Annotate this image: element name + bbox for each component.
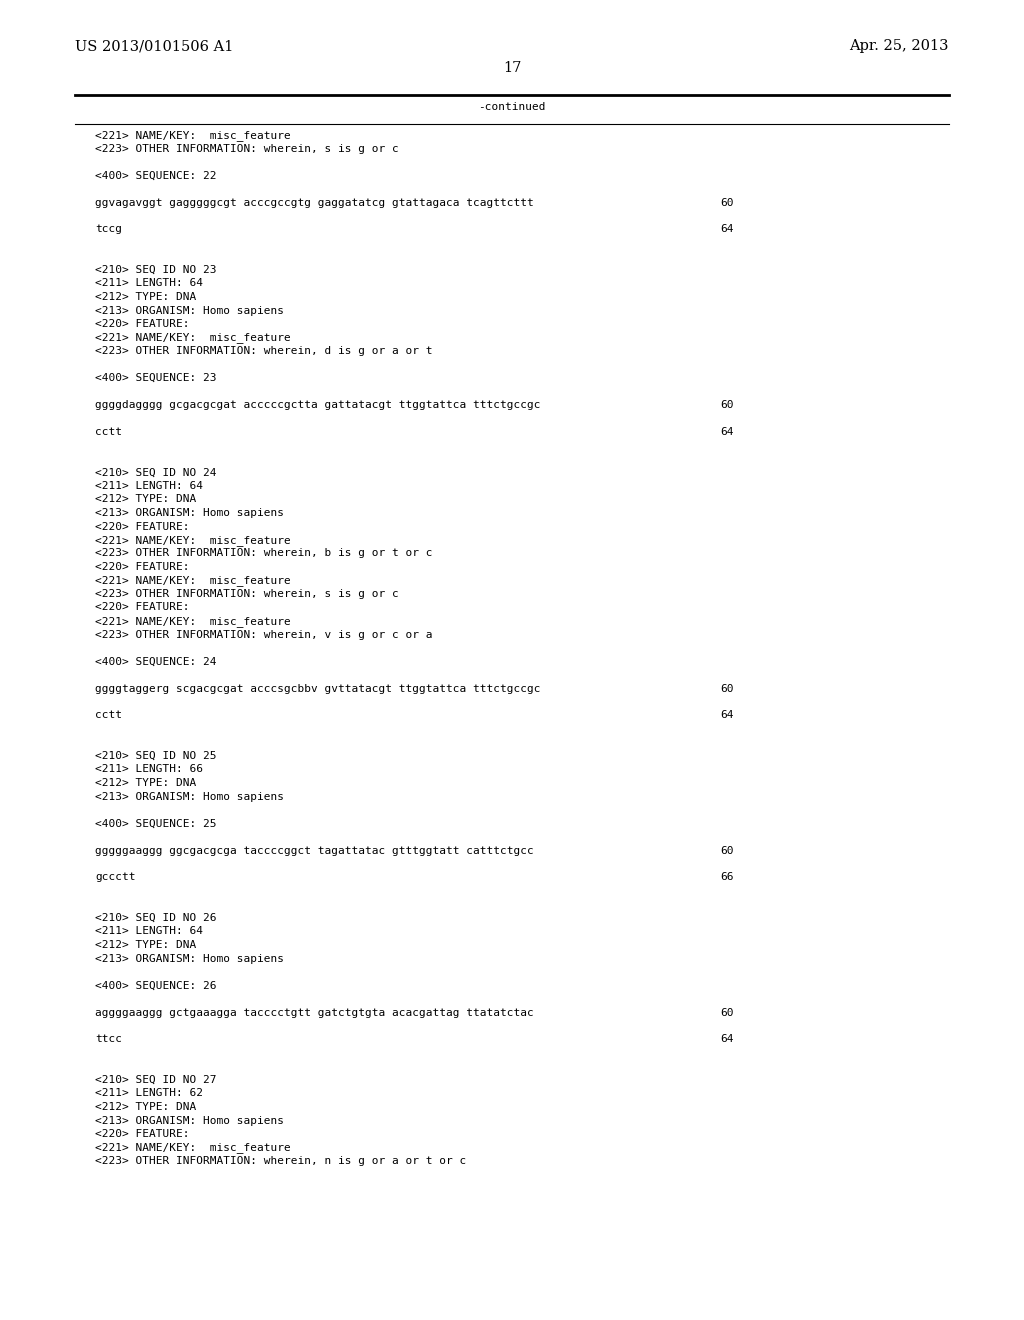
- Text: <223> OTHER INFORMATION: wherein, s is g or c: <223> OTHER INFORMATION: wherein, s is g…: [95, 144, 398, 153]
- Text: <220> FEATURE:: <220> FEATURE:: [95, 562, 189, 572]
- Text: <221> NAME/KEY:  misc_feature: <221> NAME/KEY: misc_feature: [95, 616, 291, 627]
- Text: <400> SEQUENCE: 23: <400> SEQUENCE: 23: [95, 374, 216, 383]
- Text: <211> LENGTH: 64: <211> LENGTH: 64: [95, 927, 203, 936]
- Text: 64: 64: [720, 1035, 733, 1044]
- Text: <400> SEQUENCE: 25: <400> SEQUENCE: 25: [95, 818, 216, 829]
- Text: <223> OTHER INFORMATION: wherein, b is g or t or c: <223> OTHER INFORMATION: wherein, b is g…: [95, 549, 432, 558]
- Text: Apr. 25, 2013: Apr. 25, 2013: [850, 40, 949, 53]
- Text: ggggdagggg gcgacgcgat acccccgctta gattatacgt ttggtattca tttctgccgc: ggggdagggg gcgacgcgat acccccgctta gattat…: [95, 400, 541, 411]
- Text: 64: 64: [720, 224, 733, 235]
- Text: <220> FEATURE:: <220> FEATURE:: [95, 602, 189, 612]
- Text: 60: 60: [720, 846, 733, 855]
- Text: <211> LENGTH: 64: <211> LENGTH: 64: [95, 480, 203, 491]
- Text: <221> NAME/KEY:  misc_feature: <221> NAME/KEY: misc_feature: [95, 535, 291, 546]
- Text: <211> LENGTH: 66: <211> LENGTH: 66: [95, 764, 203, 775]
- Text: <220> FEATURE:: <220> FEATURE:: [95, 1129, 189, 1139]
- Text: <221> NAME/KEY:  misc_feature: <221> NAME/KEY: misc_feature: [95, 333, 291, 343]
- Text: cctt: cctt: [95, 426, 122, 437]
- Text: <400> SEQUENCE: 26: <400> SEQUENCE: 26: [95, 981, 216, 990]
- Text: <400> SEQUENCE: 22: <400> SEQUENCE: 22: [95, 170, 216, 181]
- Text: 17: 17: [503, 61, 521, 75]
- Text: <223> OTHER INFORMATION: wherein, s is g or c: <223> OTHER INFORMATION: wherein, s is g…: [95, 589, 398, 599]
- Text: <210> SEQ ID NO 26: <210> SEQ ID NO 26: [95, 913, 216, 923]
- Text: ggggtaggerg scgacgcgat acccsgcbbv gvttatacgt ttggtattca tttctgccgc: ggggtaggerg scgacgcgat acccsgcbbv gvttat…: [95, 684, 541, 693]
- Text: 60: 60: [720, 400, 733, 411]
- Text: <213> ORGANISM: Homo sapiens: <213> ORGANISM: Homo sapiens: [95, 305, 284, 315]
- Text: <211> LENGTH: 62: <211> LENGTH: 62: [95, 1089, 203, 1098]
- Text: 66: 66: [720, 873, 733, 883]
- Text: <223> OTHER INFORMATION: wherein, d is g or a or t: <223> OTHER INFORMATION: wherein, d is g…: [95, 346, 432, 356]
- Text: gccctt: gccctt: [95, 873, 135, 883]
- Text: <213> ORGANISM: Homo sapiens: <213> ORGANISM: Homo sapiens: [95, 953, 284, 964]
- Text: <221> NAME/KEY:  misc_feature: <221> NAME/KEY: misc_feature: [95, 576, 291, 586]
- Text: 60: 60: [720, 684, 733, 693]
- Text: ggvagavggt gagggggcgt acccgccgtg gaggatatcg gtattagaca tcagttcttt: ggvagavggt gagggggcgt acccgccgtg gaggata…: [95, 198, 534, 207]
- Text: <212> TYPE: DNA: <212> TYPE: DNA: [95, 1102, 197, 1111]
- Text: ttcc: ttcc: [95, 1035, 122, 1044]
- Text: tccg: tccg: [95, 224, 122, 235]
- Text: 64: 64: [720, 426, 733, 437]
- Text: <221> NAME/KEY:  misc_feature: <221> NAME/KEY: misc_feature: [95, 1143, 291, 1154]
- Text: <210> SEQ ID NO 24: <210> SEQ ID NO 24: [95, 467, 216, 478]
- Text: <400> SEQUENCE: 24: <400> SEQUENCE: 24: [95, 656, 216, 667]
- Text: <210> SEQ ID NO 23: <210> SEQ ID NO 23: [95, 265, 216, 275]
- Text: 60: 60: [720, 198, 733, 207]
- Text: <213> ORGANISM: Homo sapiens: <213> ORGANISM: Homo sapiens: [95, 792, 284, 801]
- Text: US 2013/0101506 A1: US 2013/0101506 A1: [75, 40, 233, 53]
- Text: gggggaaggg ggcgacgcga taccccggct tagattatac gtttggtatt catttctgcc: gggggaaggg ggcgacgcga taccccggct tagatta…: [95, 846, 534, 855]
- Text: <210> SEQ ID NO 27: <210> SEQ ID NO 27: [95, 1074, 216, 1085]
- Text: -continued: -continued: [478, 102, 546, 112]
- Text: <211> LENGTH: 64: <211> LENGTH: 64: [95, 279, 203, 289]
- Text: 60: 60: [720, 1007, 733, 1018]
- Text: <212> TYPE: DNA: <212> TYPE: DNA: [95, 940, 197, 950]
- Text: <212> TYPE: DNA: <212> TYPE: DNA: [95, 495, 197, 504]
- Text: <212> TYPE: DNA: <212> TYPE: DNA: [95, 777, 197, 788]
- Text: 64: 64: [720, 710, 733, 721]
- Text: <220> FEATURE:: <220> FEATURE:: [95, 319, 189, 329]
- Text: aggggaaggg gctgaaagga tacccctgtt gatctgtgta acacgattag ttatatctac: aggggaaggg gctgaaagga tacccctgtt gatctgt…: [95, 1007, 534, 1018]
- Text: <212> TYPE: DNA: <212> TYPE: DNA: [95, 292, 197, 302]
- Text: <223> OTHER INFORMATION: wherein, v is g or c or a: <223> OTHER INFORMATION: wherein, v is g…: [95, 630, 432, 639]
- Text: <221> NAME/KEY:  misc_feature: <221> NAME/KEY: misc_feature: [95, 129, 291, 141]
- Text: <223> OTHER INFORMATION: wherein, n is g or a or t or c: <223> OTHER INFORMATION: wherein, n is g…: [95, 1156, 466, 1166]
- Text: <220> FEATURE:: <220> FEATURE:: [95, 521, 189, 532]
- Text: <210> SEQ ID NO 25: <210> SEQ ID NO 25: [95, 751, 216, 762]
- Text: <213> ORGANISM: Homo sapiens: <213> ORGANISM: Homo sapiens: [95, 1115, 284, 1126]
- Text: <213> ORGANISM: Homo sapiens: <213> ORGANISM: Homo sapiens: [95, 508, 284, 517]
- Text: cctt: cctt: [95, 710, 122, 721]
